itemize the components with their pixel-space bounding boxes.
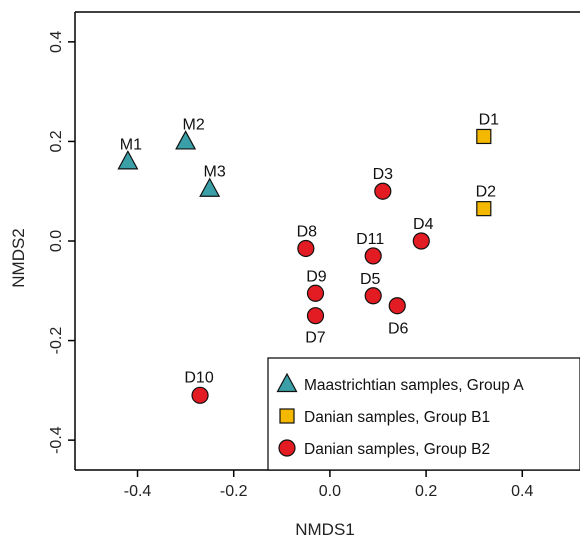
point-D5 (364, 287, 382, 305)
legend-label-1: Danian samples, Group B1 (304, 409, 490, 426)
point-label-D5: D5 (360, 271, 381, 288)
points-layer (117, 128, 492, 404)
point-label-D2: D2 (476, 184, 497, 201)
x-axis-title: NMDS1 (295, 520, 355, 539)
point-label-M1: M1 (120, 136, 142, 153)
legend-marker-1 (279, 408, 295, 424)
point-D10 (191, 386, 209, 404)
point-label-D11: D11 (356, 231, 384, 248)
point-D9 (306, 284, 325, 302)
point-M1 (117, 150, 139, 170)
y-tick-label-0.2: 0.2 (48, 130, 65, 152)
point-D8 (297, 239, 315, 258)
y-axis-title: NMDS2 (9, 228, 28, 288)
x-tick-label--0.2: -0.2 (220, 483, 248, 500)
x-tick-label-0.2: 0.2 (415, 483, 437, 500)
point-label-D10: D10 (184, 369, 213, 386)
legend: Maastrichtian samples, Group A Danian sam… (267, 357, 580, 471)
x-tick-label-0.0: 0.0 (319, 483, 341, 500)
axes-layer: -0.4 -0.2 0.0 0.2 0.4 -0.4 -0.2 0.0 0.2 0.4 (48, 11, 580, 500)
point-D4 (412, 232, 430, 250)
y-tick-label-0.4: 0.4 (48, 31, 65, 53)
point-label-D8: D8 (297, 223, 318, 240)
point-label-D4: D4 (413, 216, 434, 233)
point-label-D6: D6 (388, 321, 409, 338)
point-label-D1: D1 (479, 111, 500, 128)
point-labels-layer: M1 M2 M3 D1 D2 D3 D4 D11 D8 D9 D5 D6 D7 D10 (120, 111, 499, 386)
point-M3 (199, 177, 221, 197)
legend-label-2: Danian samples, Group B2 (304, 441, 490, 458)
point-D7 (306, 307, 325, 325)
legend-marker-0 (276, 372, 298, 393)
point-label-D7: D7 (305, 330, 326, 347)
y-tick-label--0.4: -0.4 (48, 426, 65, 454)
point-D2 (476, 201, 492, 217)
point-M2 (175, 130, 197, 150)
point-D11 (364, 247, 382, 265)
legend-box (267, 357, 580, 471)
point-D6 (388, 297, 406, 315)
legend-label-0: Maastrichtian samples, Group A (304, 377, 524, 394)
legend-marker-2 (278, 439, 296, 457)
point-D1 (476, 128, 492, 145)
point-label-M2: M2 (183, 116, 205, 133)
point-D3 (374, 182, 392, 200)
point-label-M3: M3 (204, 164, 226, 181)
y-tick-label-0.0: 0.0 (48, 230, 65, 252)
y-tick-label--0.2: -0.2 (48, 327, 65, 355)
point-label-D9: D9 (306, 268, 327, 285)
x-tick-label-0.4: 0.4 (511, 483, 533, 500)
x-tick-label--0.4: -0.4 (124, 483, 152, 500)
point-label-D3: D3 (373, 166, 394, 183)
